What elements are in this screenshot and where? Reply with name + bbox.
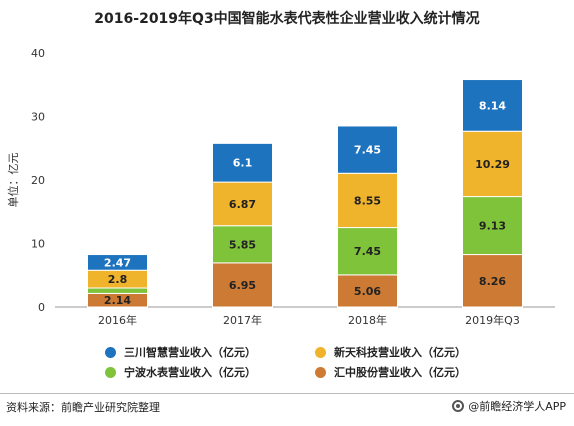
- y-tick-label: 30: [31, 111, 45, 124]
- bar-segment: [462, 79, 523, 132]
- data-label: 7.45: [354, 144, 381, 157]
- bar-segment: [87, 254, 148, 271]
- bar-segment: [87, 287, 148, 294]
- data-label: 2.8: [108, 273, 128, 286]
- legend-item: 新天科技营业收入（亿元）: [315, 344, 466, 360]
- legend-label: 三川智慧营业收入（亿元）: [124, 346, 256, 359]
- data-label: 6.1: [233, 157, 253, 170]
- data-label: 6.95: [229, 279, 256, 292]
- data-labels: 2.14 2.8 2.47 6.95 5.85 6.87 6.1 5.06 7.45 8.55 7.…: [104, 99, 510, 307]
- legend-item: 宁波水表营业收入（亿元）: [105, 364, 256, 380]
- data-label: 5.85: [229, 238, 256, 251]
- brand-text: @前瞻经济学人APP: [468, 400, 566, 413]
- data-label: 8.26: [479, 275, 506, 288]
- bar-segment: [212, 142, 273, 183]
- data-label: 10.29: [475, 158, 510, 171]
- legend-swatch-icon: [105, 346, 116, 358]
- bar-segment: [212, 225, 273, 264]
- data-label: 5.06: [354, 285, 381, 298]
- x-tick-label: 2016年: [98, 313, 137, 327]
- x-tick-label: 2017年: [223, 313, 262, 327]
- legend-swatch-icon: [105, 366, 116, 378]
- chart-title: 2016-2019年Q3中国智能水表代表性企业营业收入统计情况: [94, 11, 480, 27]
- data-label: 8.55: [354, 194, 381, 207]
- legend-label: 新天科技营业收入（亿元）: [334, 346, 466, 359]
- data-label: 8.14: [479, 99, 506, 112]
- data-label: 6.87: [229, 198, 256, 211]
- legend-label: 汇中股份营业收入（亿元）: [334, 366, 466, 379]
- bar-segment: [337, 172, 398, 229]
- legend-item: 汇中股份营业收入（亿元）: [315, 364, 466, 380]
- axes: 0 10 20 30 40 单位：亿元 2016年 2017年 2018年 2019年Q3: [6, 47, 555, 327]
- legend-swatch-icon: [315, 366, 326, 378]
- bar-segment: [462, 130, 523, 198]
- bar-segment: [337, 227, 398, 276]
- legend-swatch-icon: [315, 346, 326, 358]
- bar-segment: [337, 274, 398, 308]
- legend-label: 宁波水表营业收入（亿元）: [124, 366, 256, 379]
- bars: [87, 79, 523, 308]
- data-label: 2.14: [104, 294, 131, 307]
- stacked-bar-chart: 0 10 20 30 40 单位：亿元 2016年 2017年 2018年 2019年Q3 2.1…: [6, 47, 555, 327]
- y-tick-label: 10: [31, 238, 45, 251]
- bar-segment: [462, 254, 523, 308]
- legend-item: 三川智慧营业收入（亿元）: [105, 344, 256, 360]
- bar-segment: [462, 196, 523, 256]
- data-label: 7.45: [354, 245, 381, 258]
- y-tick-label: 20: [31, 174, 45, 187]
- x-tick-label: 2018年: [348, 313, 387, 327]
- x-tick-label: 2019年Q3: [465, 313, 520, 327]
- brand-logo-icon: [452, 400, 465, 412]
- y-axis-label: 单位：亿元: [6, 153, 20, 208]
- footer-divider: [0, 393, 574, 394]
- y-tick-label: 0: [38, 301, 45, 314]
- bar-segment: [212, 262, 273, 308]
- data-label: 2.47: [104, 256, 131, 269]
- y-tick-label: 40: [31, 47, 45, 60]
- data-label: 9.13: [479, 220, 506, 233]
- brand-credit: @前瞻经济学人APP: [452, 398, 566, 414]
- bar-segment: [212, 181, 273, 227]
- source-note: 资料来源：前瞻产业研究院整理: [6, 401, 160, 414]
- bar-segment: [337, 125, 398, 174]
